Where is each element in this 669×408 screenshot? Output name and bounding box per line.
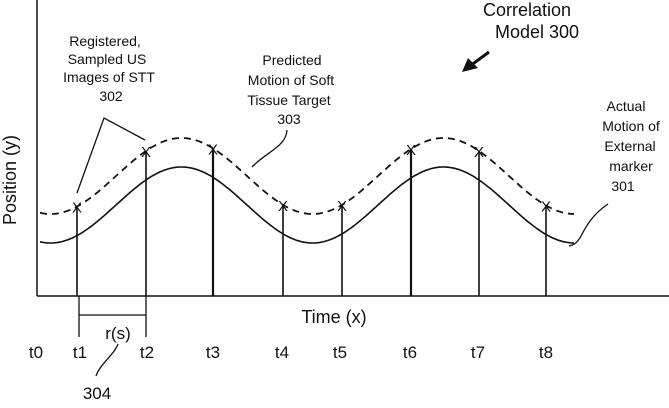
actual-label-2: Motion of: [602, 118, 660, 134]
title-line-2: Model 300: [495, 22, 579, 42]
actual-marker-curve: [40, 167, 574, 243]
title-line-1: Correlation: [483, 0, 571, 20]
sample-marker-t6: X: [406, 142, 416, 159]
actual-label-4: marker: [609, 158, 653, 174]
time-label-t4: t4: [275, 343, 289, 362]
registered-label-1: Registered,: [69, 33, 141, 49]
actual-label-1: Actual: [607, 98, 646, 114]
time-label-t3: t3: [206, 343, 220, 362]
interval-label: r(s): [105, 324, 130, 343]
actual-ref: 301: [611, 178, 635, 194]
predicted-ref: 303: [277, 111, 301, 127]
registered-label-2: Sampled US: [68, 51, 147, 67]
time-label-t0: t0: [29, 343, 43, 362]
predicted-motion-curve: [40, 138, 574, 214]
registered-label-3: Images of STT: [63, 69, 155, 85]
interval-ref: 304: [83, 384, 111, 403]
sample-marker-t1: X: [72, 200, 82, 217]
sample-marker-t7: X: [474, 144, 484, 161]
time-label-t8: t8: [539, 343, 553, 362]
sample-lines: [77, 148, 546, 296]
actual-label-3: External: [604, 138, 655, 154]
time-label-t6: t6: [403, 343, 417, 362]
sample-marker-t2: X: [141, 144, 151, 161]
predicted-label-3: Tissue Target: [247, 92, 330, 108]
sample-marker-t3: X: [208, 141, 218, 158]
y-axis-label: Position (y): [0, 135, 20, 225]
sample-marker-t5: X: [337, 198, 347, 215]
arrow-icon: [462, 52, 489, 72]
sample-marker-t4: X: [278, 198, 288, 215]
predicted-label-1: Predicted: [262, 52, 321, 68]
sample-marker-t8: X: [541, 198, 551, 215]
interval-leader-line: [96, 344, 118, 376]
registered-leader-lines: [77, 118, 145, 193]
x-axis-label: Time (x): [301, 307, 366, 327]
predicted-leader-line: [252, 130, 287, 167]
time-label-t2: t2: [140, 343, 154, 362]
predicted-label-2: Motion of Soft: [248, 72, 334, 88]
time-label-t5: t5: [333, 343, 347, 362]
time-label-t7: t7: [471, 343, 485, 362]
actual-leader-line: [569, 204, 608, 246]
time-label-t1: t1: [73, 343, 87, 362]
registered-ref: 302: [99, 88, 123, 104]
